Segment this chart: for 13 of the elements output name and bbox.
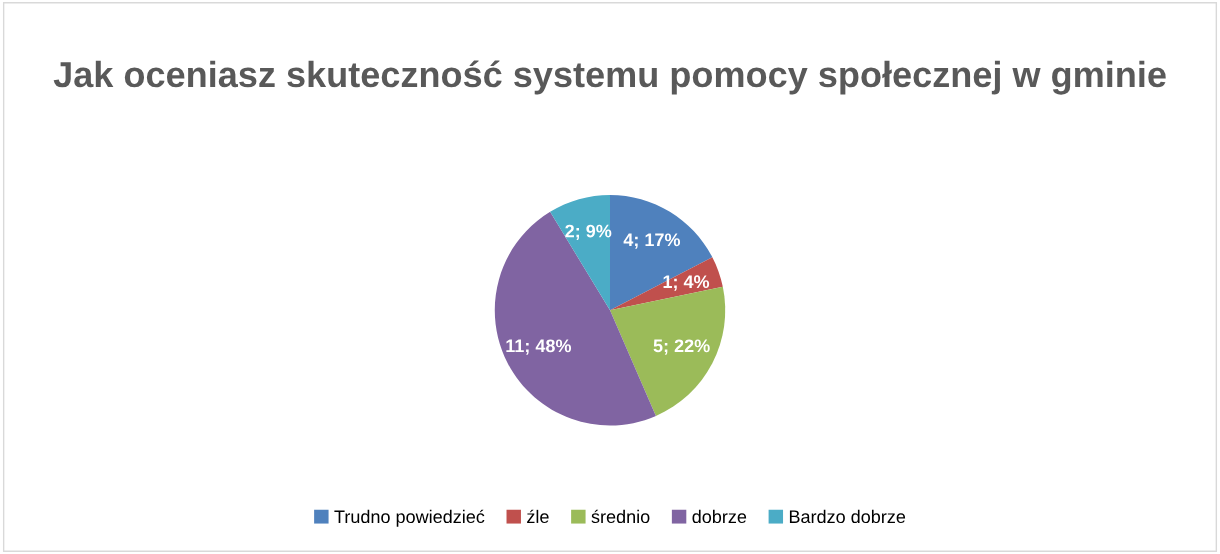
data-label: 5; 22% xyxy=(653,339,710,355)
legend-label: dobrze xyxy=(692,509,747,524)
legend-label: Trudno powiedzieć xyxy=(334,509,485,527)
data-label: 1; 4% xyxy=(663,275,710,291)
data-label: 11; 48% xyxy=(506,339,572,355)
pie-slice xyxy=(550,195,610,311)
data-label: 2; 9% xyxy=(565,224,612,241)
legend-label: źle xyxy=(527,509,549,524)
pie-slice xyxy=(610,195,713,311)
data-label: 4; 17% xyxy=(623,233,681,249)
legend-label: Bardzo dobrze xyxy=(789,509,906,524)
legend-label: średnio xyxy=(591,509,650,524)
chart-title: Jak oceniasz skuteczność systemu pomocy społecznej w gminie xyxy=(53,60,1166,95)
